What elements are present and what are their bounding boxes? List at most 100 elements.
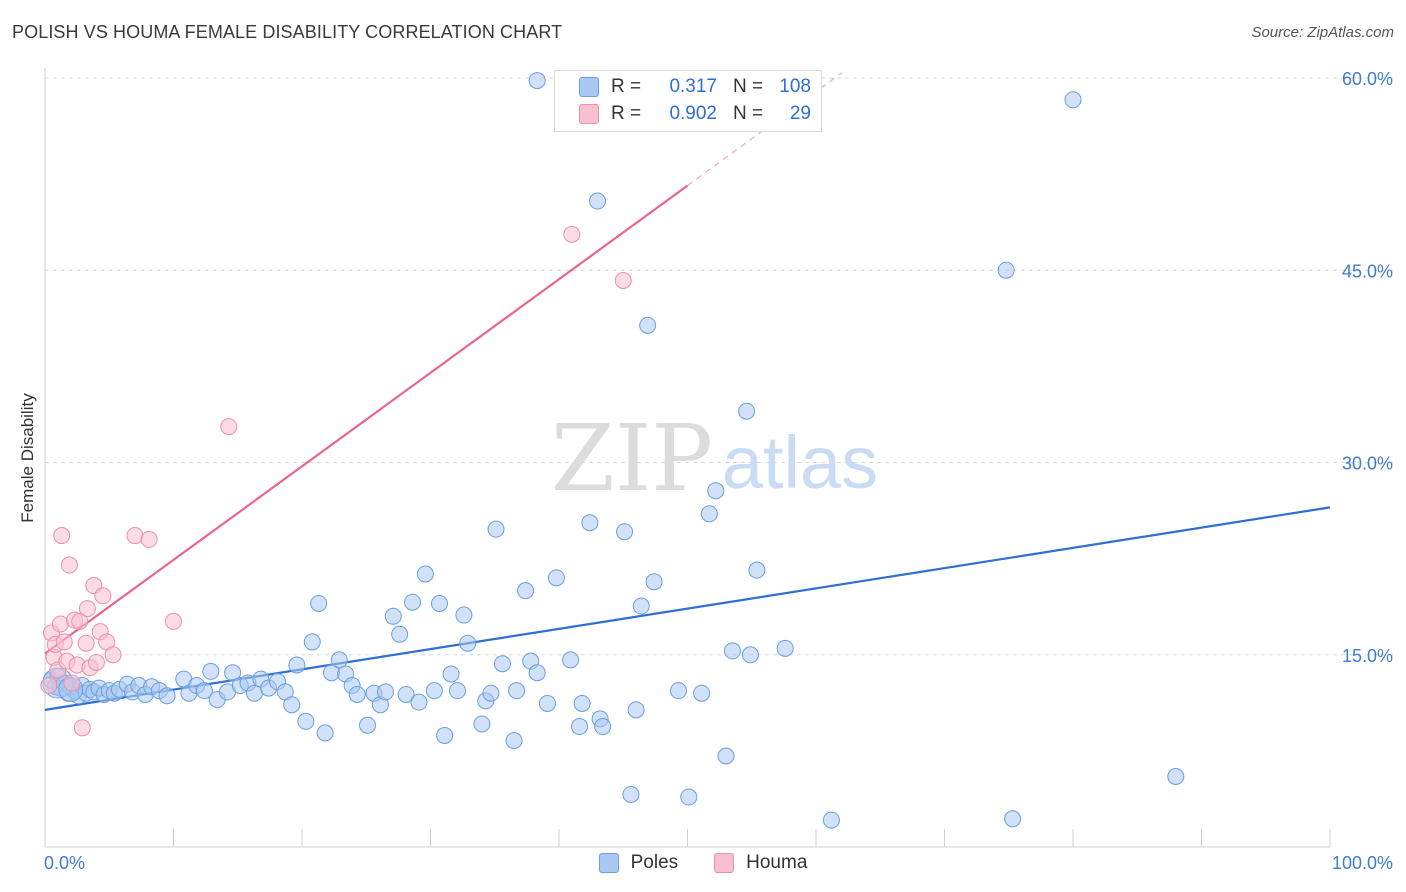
poles-point xyxy=(997,261,1015,279)
axes xyxy=(44,68,1331,848)
poles-point xyxy=(297,712,315,730)
poles-point xyxy=(700,505,718,523)
poles-point xyxy=(723,642,741,660)
houma-point xyxy=(40,677,58,695)
poles-point xyxy=(717,747,735,765)
x-tick-label: 0.0% xyxy=(44,853,85,873)
poles-point xyxy=(397,685,415,703)
legend-item-houma: Houma xyxy=(714,852,807,874)
poles-point xyxy=(645,573,663,591)
houma-point xyxy=(563,225,581,243)
poles-point xyxy=(1167,768,1185,786)
poles-point xyxy=(245,684,263,702)
poles-point xyxy=(473,715,491,733)
poles-point xyxy=(195,682,213,700)
legend-label-poles: Poles xyxy=(630,852,679,873)
houma-point xyxy=(165,612,182,630)
houma-point xyxy=(63,674,81,692)
legend-r-label: R = xyxy=(611,76,642,97)
poles-point xyxy=(562,651,580,669)
poles-point xyxy=(616,523,634,541)
poles-point xyxy=(493,655,511,673)
poles-point xyxy=(505,732,523,750)
poles-point xyxy=(283,696,301,714)
poles-point xyxy=(776,639,794,657)
poles-point xyxy=(1004,810,1022,828)
poles-point xyxy=(391,625,409,643)
poles-point xyxy=(528,72,546,90)
stats-legend: R = 0.317 N = 108 R = 0.902 N = 29 xyxy=(554,70,822,132)
legend-n-label: N = xyxy=(733,76,764,97)
tick-labels: 15.0% 30.0% 45.0% 60.0% 0.0% 100.0% xyxy=(44,69,1393,873)
legend-item-poles: Poles xyxy=(598,852,679,874)
poles-point xyxy=(404,593,422,611)
houma-point xyxy=(104,646,122,664)
poles-point xyxy=(508,682,526,700)
houma-point xyxy=(77,634,95,652)
poles-point xyxy=(748,561,766,579)
houma-point xyxy=(51,615,69,633)
series-legend: Poles Houma xyxy=(0,852,1406,874)
poles-point xyxy=(632,597,650,615)
poles-point xyxy=(410,693,428,711)
poles-point xyxy=(627,701,645,719)
poles-point xyxy=(538,694,556,712)
poles-point xyxy=(310,594,328,612)
poles-point xyxy=(442,665,460,683)
poles-point xyxy=(416,565,434,583)
poles-point xyxy=(670,682,688,700)
watermark: ZIP atlas xyxy=(551,405,878,512)
poles-point xyxy=(680,788,698,806)
poles-point xyxy=(581,514,599,532)
data-points xyxy=(40,72,1185,829)
houma-point xyxy=(53,527,71,545)
poles-swatch xyxy=(598,853,619,873)
houma-point xyxy=(126,527,144,545)
chart-title: POLISH VS HOUMA FEMALE DISABILITY CORREL… xyxy=(12,22,563,42)
houma-point xyxy=(73,719,91,737)
poles-point xyxy=(348,685,366,703)
houma-point xyxy=(614,272,632,290)
poles-point xyxy=(822,811,840,829)
poles-point xyxy=(448,682,466,700)
y-tick-label: 15.0% xyxy=(1342,646,1393,666)
poles-point xyxy=(377,683,395,701)
poles-point xyxy=(639,316,657,334)
legend-n-value: 29 xyxy=(789,103,811,124)
poles-swatch xyxy=(579,77,599,97)
poles-point xyxy=(330,651,348,669)
y-tick-label: 30.0% xyxy=(1342,454,1393,474)
poles-point xyxy=(459,634,477,652)
houma-point xyxy=(140,530,158,548)
y-tick-label: 45.0% xyxy=(1342,261,1393,281)
chart-source: Source: ZipAtlas.com xyxy=(1251,24,1394,41)
legend-r-value: 0.317 xyxy=(669,76,717,97)
poles-point xyxy=(528,664,546,682)
poles-point xyxy=(158,687,176,705)
legend-n-value: 108 xyxy=(779,76,811,97)
legend-row-poles: R = 0.317 N = 108 xyxy=(579,74,811,100)
legend-label-houma: Houma xyxy=(746,852,808,873)
watermark-atlas: atlas xyxy=(722,421,878,504)
houma-point xyxy=(55,633,73,651)
poles-point xyxy=(1064,91,1082,109)
watermark-zip: ZIP xyxy=(551,405,713,512)
poles-point xyxy=(741,646,759,664)
poles-point xyxy=(487,520,505,538)
poles-point xyxy=(303,633,321,651)
poles-point xyxy=(589,192,607,210)
houma-point xyxy=(60,556,78,574)
poles-point xyxy=(224,664,242,682)
poles-point xyxy=(316,724,334,742)
houma-point xyxy=(94,587,112,605)
legend-r-label: R = xyxy=(611,103,642,124)
poles-point xyxy=(573,694,591,712)
poles-point xyxy=(455,606,473,624)
poles-point xyxy=(517,582,535,600)
poles-point xyxy=(288,656,306,674)
houma-swatch xyxy=(579,104,599,124)
poles-point xyxy=(359,716,377,734)
poles-point xyxy=(571,718,589,736)
houma-swatch xyxy=(714,853,735,873)
poles-point xyxy=(384,607,402,625)
